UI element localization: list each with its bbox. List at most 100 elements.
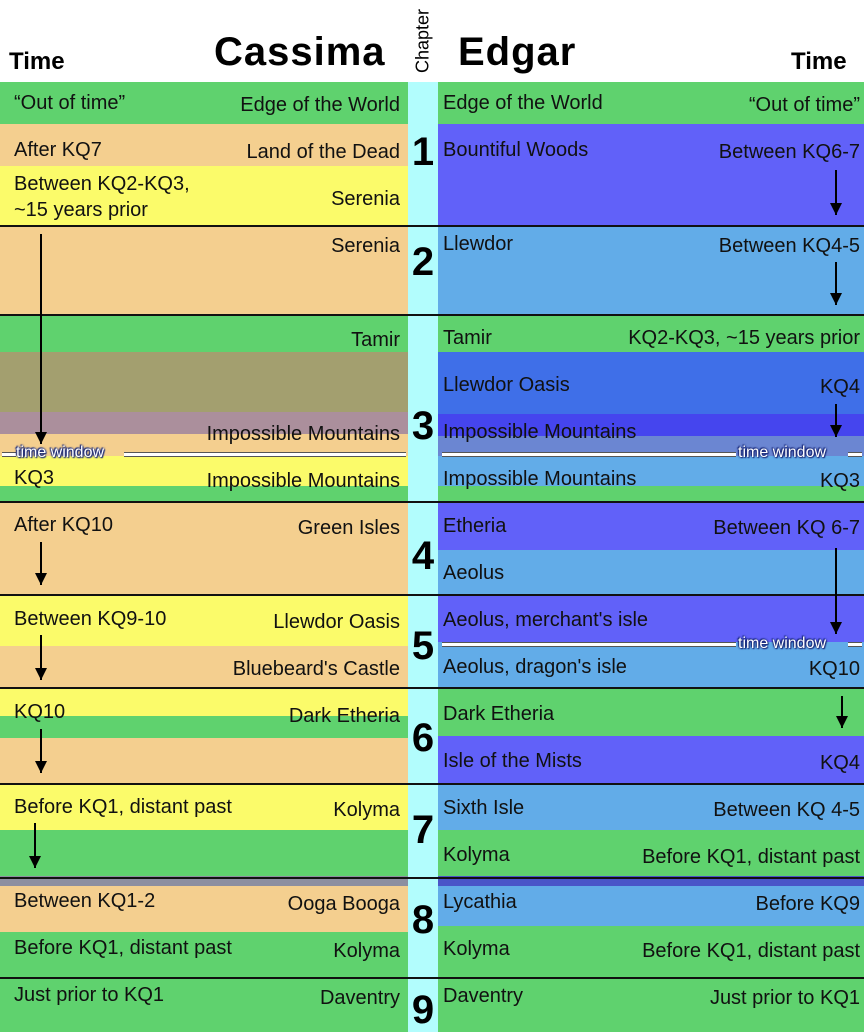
- edgar-place: Llewdor: [443, 233, 514, 255]
- time-window-label: time window: [16, 444, 105, 461]
- cassima-time: Just prior to KQ1: [14, 984, 165, 1006]
- cassima-time: Between KQ1-2: [14, 890, 156, 912]
- edgar-place: Kolyma: [443, 844, 510, 866]
- chapter-divider: [0, 594, 864, 596]
- down-arrow-icon: [35, 573, 47, 585]
- cassima-place: Kolyma: [333, 940, 400, 962]
- chapter-number: 9: [411, 988, 435, 1032]
- chapter-divider: [0, 225, 864, 227]
- down-arrow-icon: [830, 425, 842, 437]
- cassima-place: Impossible Mountains: [206, 470, 400, 492]
- edgar-place: Isle of the Mists: [443, 750, 582, 772]
- edgar-place: Llewdor Oasis: [443, 374, 570, 396]
- time-window-line: [848, 452, 862, 457]
- cassima-place: Daventry: [319, 987, 400, 1009]
- edgar-time: Before KQ1, distant past: [642, 846, 860, 868]
- edgar-time: Between KQ6-7: [718, 141, 860, 163]
- cassima-time: Between KQ9-10: [14, 608, 167, 630]
- edgar-place: Impossible Mountains: [443, 468, 637, 490]
- edgar-time: KQ4: [819, 376, 860, 398]
- chapter-divider: [0, 687, 864, 689]
- edgar-time: Between KQ 4-5: [713, 799, 860, 821]
- time-header-left: Time: [9, 48, 65, 75]
- cassima-place: Kolyma: [333, 799, 400, 821]
- cassima-place: Edge of the World: [240, 94, 400, 116]
- down-arrow-icon: [35, 668, 47, 680]
- time-window-line: [442, 642, 736, 647]
- edgar-time: Between KQ4-5: [718, 235, 860, 257]
- edgar-time: KQ4: [819, 752, 860, 774]
- down-arrow-icon: [35, 761, 47, 773]
- edgar-place: Aeolus: [443, 562, 505, 584]
- cassima-time: Between KQ2-KQ3,: [14, 173, 190, 195]
- edgar-place: Etheria: [443, 515, 507, 537]
- chapter-divider: [0, 314, 864, 316]
- chapter-number: 7: [411, 808, 435, 852]
- down-arrow-icon: [35, 432, 47, 444]
- edgar-place: Sixth Isle: [443, 797, 525, 819]
- chapter-divider: [0, 501, 864, 503]
- cassima-place: Bluebeard's Castle: [232, 658, 400, 680]
- time-window-label: time window: [738, 444, 827, 461]
- cassima-place: Impossible Mountains: [206, 423, 400, 445]
- time-window-line: [442, 452, 736, 457]
- edgar-time: Before KQ9: [755, 893, 860, 915]
- cassima-header: Cassima: [214, 30, 386, 74]
- chapter-number: 8: [411, 898, 435, 942]
- cassima-time: ~15 years prior: [14, 199, 148, 221]
- cassima-place: Green Isles: [297, 517, 400, 539]
- edgar-place: Kolyma: [443, 938, 510, 960]
- cassima-place: Land of the Dead: [246, 141, 400, 163]
- chapter-number: 6: [411, 716, 435, 760]
- edgar-time: KQ10: [808, 658, 860, 680]
- time-window-line: [124, 452, 406, 457]
- chapter-divider: [0, 877, 864, 879]
- cassima-time: KQ10: [14, 701, 66, 723]
- edgar-place: Bountiful Woods: [443, 139, 589, 161]
- edgar-place: Aeolus, merchant's isle: [443, 609, 649, 631]
- chapter-number: 3: [411, 404, 435, 448]
- chapter-number: 2: [411, 240, 435, 284]
- cassima-place: Ooga Booga: [287, 893, 400, 915]
- down-arrow-icon: [29, 856, 41, 868]
- chapter-divider: [0, 977, 864, 979]
- cassima-place: Dark Etheria: [288, 705, 400, 727]
- cassima-time: “Out of time”: [14, 92, 126, 114]
- cassima-place: Serenia: [331, 188, 400, 210]
- time-window-line: [2, 452, 16, 457]
- edgar-time: Between KQ 6-7: [713, 517, 860, 539]
- edgar-time: Just prior to KQ1: [709, 987, 860, 1009]
- down-arrow-icon: [836, 716, 848, 728]
- edgar-place: Edge of the World: [443, 92, 603, 114]
- cassima-time: Before KQ1, distant past: [14, 937, 232, 959]
- cassima-time: KQ3: [14, 467, 55, 489]
- chapter-column: [408, 82, 438, 1032]
- chapter-number: 1: [411, 130, 435, 174]
- down-arrow-icon: [830, 622, 842, 634]
- edgar-time: Before KQ1, distant past: [642, 940, 860, 962]
- edgar-place: Tamir: [443, 327, 492, 349]
- edgar-place: Dark Etheria: [443, 703, 555, 725]
- edgar-place: Lycathia: [443, 891, 517, 913]
- cassima-time: After KQ10: [14, 514, 113, 536]
- edgar-time: KQ3: [819, 470, 860, 492]
- edgar-time: “Out of time”: [748, 94, 860, 116]
- edgar-header: Edgar: [458, 30, 577, 74]
- chapter-divider: [0, 783, 864, 785]
- time-window-label: time window: [738, 635, 827, 652]
- down-arrow-icon: [830, 203, 842, 215]
- cassima-time: Before KQ1, distant past: [14, 796, 232, 818]
- edgar-place: Aeolus, dragon's isle: [443, 656, 627, 678]
- cassima-place: Serenia: [331, 235, 400, 257]
- cassima-place: Tamir: [351, 329, 400, 351]
- time-window-line: [848, 642, 862, 647]
- time-header-right: Time: [791, 48, 847, 75]
- down-arrow-icon: [830, 293, 842, 305]
- cassima-time: After KQ7: [14, 139, 102, 161]
- edgar-time: KQ2-KQ3, ~15 years prior: [628, 327, 860, 349]
- edgar-place: Daventry: [443, 985, 524, 1007]
- chapter-number: 4: [411, 534, 435, 578]
- edgar-place: Impossible Mountains: [443, 421, 637, 443]
- chapter-number: 5: [411, 624, 435, 668]
